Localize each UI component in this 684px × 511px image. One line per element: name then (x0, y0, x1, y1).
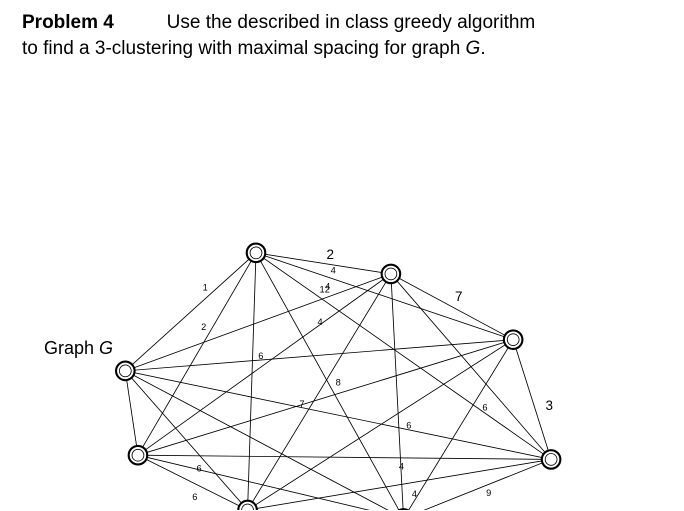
graph-edge (138, 253, 256, 455)
prompt-line2-a: to find a 3-clustering with maximal spac… (22, 38, 466, 59)
edge-weight: 8 (336, 377, 341, 387)
graph-svg: 241286217447636944166 (0, 80, 684, 510)
edge-weight: 4 (318, 317, 323, 327)
problem-header: Problem 4 Use the described in class gre… (22, 10, 662, 61)
graph-node-inner (545, 454, 557, 466)
edge-weight: 1 (203, 282, 208, 292)
edge-weight: 6 (406, 421, 411, 431)
edge-weight: 7 (299, 399, 304, 409)
graph-node-inner (250, 247, 262, 259)
graph-edge (138, 455, 404, 510)
graph-container: 241286217447636944166 (0, 80, 684, 510)
graph-node-inner (385, 268, 397, 280)
graph-label-g: G (99, 338, 113, 358)
edge-weight: 7 (455, 289, 463, 304)
header-spacer (119, 12, 161, 33)
graph-edge (138, 340, 513, 456)
edge-weight: 4 (412, 489, 417, 499)
edge-weight: 4 (399, 461, 404, 471)
graph-edge (404, 459, 552, 510)
graph-edge (125, 253, 256, 371)
prompt-line1: Use the described in class greedy algori… (167, 12, 536, 33)
graph-edge (248, 340, 514, 510)
graph-edge (248, 253, 256, 510)
graph-edge (404, 340, 514, 510)
edge-weight: 6 (258, 351, 263, 361)
graph-edge (248, 274, 391, 510)
graph-node-inner (119, 365, 131, 377)
edge-weight: 3 (545, 398, 552, 413)
edge-weight: 4 (331, 265, 336, 275)
edge-weight: 6 (197, 463, 202, 473)
graph-node (394, 509, 413, 510)
edge-weight: 6 (482, 403, 487, 413)
edge-weight: 9 (486, 488, 491, 498)
edge-weight: 6 (192, 492, 197, 502)
graph-edge (391, 274, 404, 510)
graph-label-text: Graph (44, 338, 99, 358)
graph-edge (125, 371, 403, 510)
graph-edge (391, 274, 513, 340)
edge-weight: 2 (201, 322, 206, 332)
prompt-line2-g: G (466, 38, 481, 59)
prompt-line2-dot: . (480, 38, 485, 59)
graph-node-inner (132, 449, 144, 461)
edge-weight: 2 (326, 247, 334, 262)
graph-edge (125, 371, 247, 510)
page: Problem 4 Use the described in class gre… (0, 0, 684, 511)
graph-label: Graph G (44, 338, 113, 359)
graph-node-inner (507, 334, 519, 346)
edge-weight: 4 (325, 282, 330, 292)
problem-label: Problem 4 (22, 12, 114, 33)
graph-edge (256, 253, 391, 274)
